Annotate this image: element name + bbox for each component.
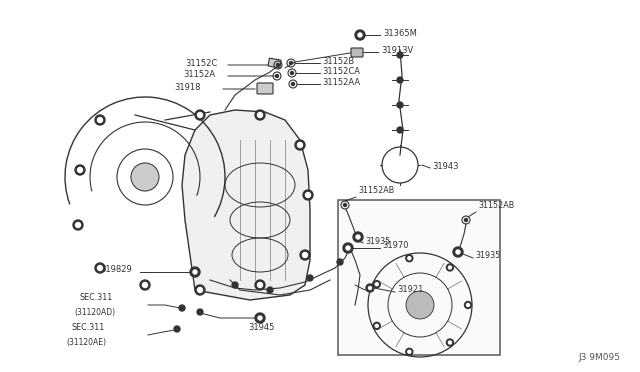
Circle shape <box>397 102 403 108</box>
Text: 31935: 31935 <box>365 237 390 246</box>
PathPatch shape <box>182 110 310 300</box>
Circle shape <box>267 287 273 293</box>
Circle shape <box>75 165 85 175</box>
Circle shape <box>447 339 453 346</box>
Circle shape <box>344 203 346 206</box>
Circle shape <box>140 280 150 290</box>
Circle shape <box>397 77 403 83</box>
Circle shape <box>456 250 460 254</box>
Circle shape <box>275 74 278 77</box>
Text: 31918: 31918 <box>174 83 200 92</box>
Circle shape <box>356 235 360 239</box>
Text: 31152B: 31152B <box>322 57 355 65</box>
Circle shape <box>197 309 203 315</box>
Circle shape <box>305 192 310 198</box>
Circle shape <box>95 263 105 273</box>
Circle shape <box>95 115 105 125</box>
Circle shape <box>408 350 411 353</box>
Circle shape <box>295 140 305 150</box>
Circle shape <box>358 33 362 37</box>
Text: 31943: 31943 <box>432 161 458 170</box>
Bar <box>338 200 500 355</box>
FancyBboxPatch shape <box>257 83 273 94</box>
Circle shape <box>97 266 102 270</box>
Circle shape <box>303 253 307 257</box>
Circle shape <box>343 243 353 253</box>
Circle shape <box>397 52 403 58</box>
Circle shape <box>366 284 374 292</box>
Circle shape <box>307 275 313 281</box>
Circle shape <box>179 305 185 311</box>
Circle shape <box>337 259 343 265</box>
Text: 31152C: 31152C <box>185 58 217 67</box>
Circle shape <box>373 322 380 329</box>
Circle shape <box>449 341 451 344</box>
Circle shape <box>453 247 463 257</box>
Text: 31921: 31921 <box>397 285 424 295</box>
Text: J3 9M095: J3 9M095 <box>578 353 620 362</box>
Circle shape <box>174 326 180 332</box>
Circle shape <box>73 220 83 230</box>
Circle shape <box>375 283 378 286</box>
Circle shape <box>375 324 378 327</box>
Circle shape <box>198 112 202 118</box>
Circle shape <box>255 313 265 323</box>
Circle shape <box>467 304 470 307</box>
Circle shape <box>258 316 262 320</box>
Circle shape <box>276 64 280 67</box>
Text: SEC.311: SEC.311 <box>80 294 113 302</box>
Circle shape <box>131 163 159 191</box>
Text: 31365M: 31365M <box>383 29 417 38</box>
Text: (31120AE): (31120AE) <box>66 337 106 346</box>
Circle shape <box>193 270 197 274</box>
Text: 319829: 319829 <box>100 266 132 275</box>
Circle shape <box>255 280 265 290</box>
Circle shape <box>257 112 262 118</box>
Circle shape <box>397 127 403 133</box>
Text: 31152A: 31152A <box>183 70 215 78</box>
Circle shape <box>373 280 380 288</box>
Circle shape <box>346 246 350 250</box>
Text: 31152CA: 31152CA <box>322 67 360 76</box>
Circle shape <box>303 190 313 200</box>
Circle shape <box>406 348 413 355</box>
Circle shape <box>77 167 83 173</box>
Circle shape <box>291 71 294 74</box>
Text: 31152AB: 31152AB <box>358 186 394 195</box>
Circle shape <box>257 282 262 288</box>
Text: (31120AD): (31120AD) <box>74 308 115 317</box>
Circle shape <box>298 142 303 148</box>
Circle shape <box>143 282 147 288</box>
Circle shape <box>369 286 371 289</box>
FancyBboxPatch shape <box>351 48 363 57</box>
Circle shape <box>465 218 467 221</box>
Circle shape <box>76 222 81 228</box>
Text: 31152AA: 31152AA <box>322 77 360 87</box>
Circle shape <box>198 288 202 292</box>
Circle shape <box>255 110 265 120</box>
Text: 31152AB: 31152AB <box>478 201 515 210</box>
Circle shape <box>465 301 472 308</box>
Text: 31935: 31935 <box>475 251 500 260</box>
Circle shape <box>291 83 294 86</box>
Circle shape <box>408 257 411 260</box>
Text: SEC.311: SEC.311 <box>72 324 105 333</box>
Circle shape <box>190 267 200 277</box>
Circle shape <box>406 255 413 262</box>
Text: 31945: 31945 <box>248 324 275 333</box>
Text: 31970: 31970 <box>382 241 408 250</box>
Circle shape <box>449 266 451 269</box>
Circle shape <box>447 264 453 271</box>
Circle shape <box>300 250 310 260</box>
Circle shape <box>355 30 365 40</box>
Circle shape <box>353 232 363 242</box>
Circle shape <box>289 61 292 64</box>
Circle shape <box>232 282 238 288</box>
Circle shape <box>97 118 102 122</box>
Bar <box>268 58 281 68</box>
Circle shape <box>195 110 205 120</box>
Circle shape <box>406 291 434 319</box>
Text: 31913V: 31913V <box>381 45 413 55</box>
Circle shape <box>195 285 205 295</box>
